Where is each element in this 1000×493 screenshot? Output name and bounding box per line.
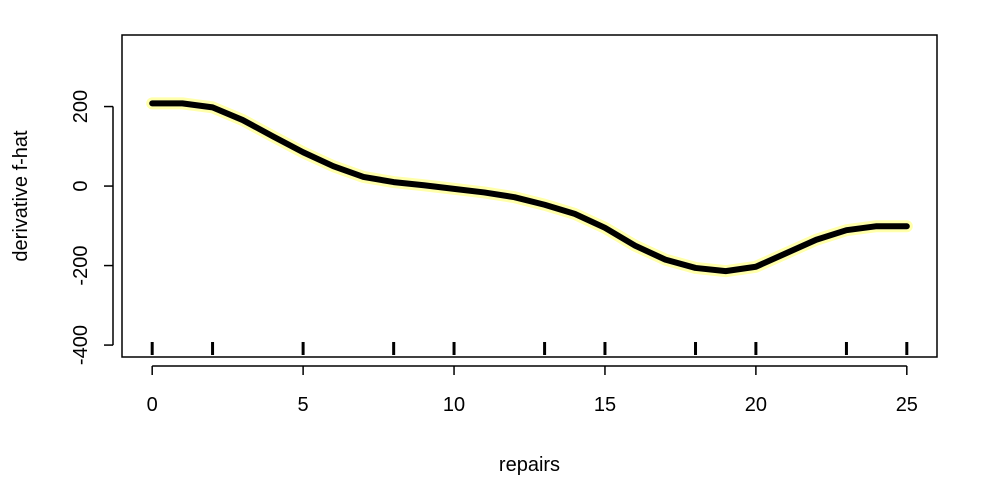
series-line <box>149 100 910 275</box>
x-tick-label: 0 <box>147 394 158 416</box>
plot-box <box>121 34 938 358</box>
series-halo <box>146 97 913 278</box>
x-tick-label: 25 <box>896 394 918 416</box>
x-tick-label: 15 <box>594 394 616 416</box>
y-tick-label: 200 <box>70 90 92 123</box>
x-tick-label: 5 <box>298 394 309 416</box>
y-tick-label: -400 <box>70 325 92 365</box>
y-tick-label: 0 <box>70 180 92 191</box>
y-axis-label: derivative f-hat <box>10 130 32 262</box>
x-axis-label: repairs <box>499 454 560 476</box>
x-axis: 0 5 10 15 20 25 <box>147 365 918 416</box>
rug-marks <box>150 342 909 355</box>
x-tick-label: 10 <box>443 394 465 416</box>
y-axis: -400 -200 0 200 <box>70 90 114 365</box>
x-tick-label: 20 <box>745 394 767 416</box>
series-layer <box>146 97 913 278</box>
y-tick-label: -200 <box>70 246 92 286</box>
